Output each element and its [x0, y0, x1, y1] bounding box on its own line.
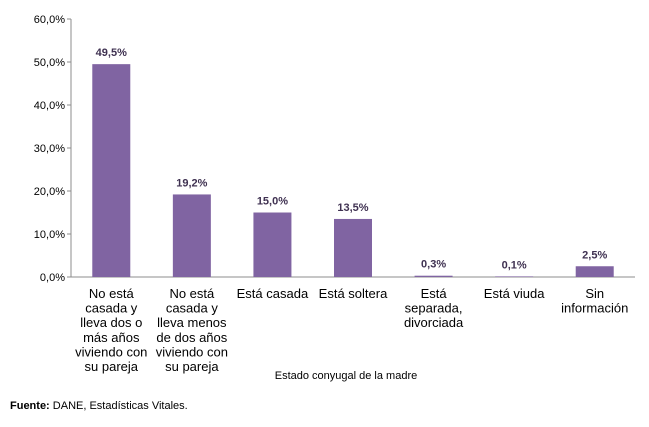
category-label-line: lleva dos o — [80, 315, 142, 330]
category-label: No está casada y lleva menos de dos años viv… — [156, 286, 228, 374]
category-label-line: lleva menos — [157, 315, 227, 330]
category-label: Está soltera — [319, 286, 388, 301]
category-label-line: de dos años — [156, 330, 227, 345]
bar — [414, 275, 453, 277]
category-label: Está separada, divorciada — [404, 286, 464, 330]
y-tick-label: 50,0% — [34, 57, 65, 69]
category-label-line: su pareja — [165, 359, 219, 374]
category-label-line: casada y — [85, 301, 138, 316]
y-tick-label: 20,0% — [34, 186, 65, 198]
data-label: 2,5% — [582, 249, 607, 261]
category-label-line: Está soltera — [319, 286, 388, 301]
category-label: Está viuda — [484, 286, 545, 301]
category-label-line: viviendo con — [75, 344, 147, 359]
data-label: 19,2% — [176, 177, 207, 189]
category-label: Sin información — [561, 286, 628, 316]
bar — [334, 218, 372, 277]
y-tick-label: 10,0% — [34, 229, 65, 241]
category-label-line: separada, — [405, 301, 463, 316]
category-label-line: su pareja — [85, 359, 139, 374]
y-tick-label: 40,0% — [34, 100, 65, 112]
category-label-line: más años — [83, 330, 140, 345]
source-label: Fuente: — [10, 400, 50, 412]
data-labels: 49,5% 19,2% 15,0% 13,5% 0,3% 0,1% 2,5% — [96, 47, 608, 271]
category-label: No está casada y lleva dos o más años vivien… — [75, 286, 147, 374]
category-label-line: Está viuda — [484, 286, 545, 301]
data-label: 0,3% — [421, 259, 446, 271]
y-tick-label: 30,0% — [34, 143, 65, 155]
y-tick-label: 60,0% — [34, 14, 65, 26]
bars — [92, 64, 614, 278]
bar — [495, 276, 534, 277]
data-label: 49,5% — [96, 47, 127, 59]
bar — [253, 212, 292, 277]
y-axis-ticks: 0,0% 10,0% 20,0% 30,0% 40,0% 50,0% 60,0% — [34, 14, 71, 284]
data-label: 0,1% — [502, 260, 527, 272]
category-label-line: Sin — [585, 286, 604, 301]
category-label-line: No está — [89, 286, 135, 301]
x-axis-title: Estado conyugal de la madre — [275, 370, 417, 382]
category-label-line: Está casada — [237, 286, 309, 301]
category-label-line: casada y — [166, 301, 219, 316]
category-label-line: divorciada — [404, 315, 464, 330]
data-label: 13,5% — [337, 202, 368, 214]
bar — [575, 266, 614, 277]
category-label-line: No está — [169, 286, 215, 301]
category-label: Está casada — [237, 286, 309, 301]
data-label: 15,0% — [257, 196, 288, 208]
category-label-line: Está — [421, 286, 448, 301]
source-text: DANE, Estadísticas Vitales. — [49, 400, 188, 412]
category-label-line: viviendo con — [156, 344, 228, 359]
bar — [92, 64, 131, 278]
category-label-line: información — [561, 301, 628, 316]
source-note: Fuente: DANE, Estadísticas Vitales. — [10, 399, 188, 413]
category-labels: No está casada y lleva dos o más años vivien… — [75, 286, 628, 374]
y-tick-label: 0,0% — [40, 272, 65, 284]
bar — [172, 194, 211, 277]
